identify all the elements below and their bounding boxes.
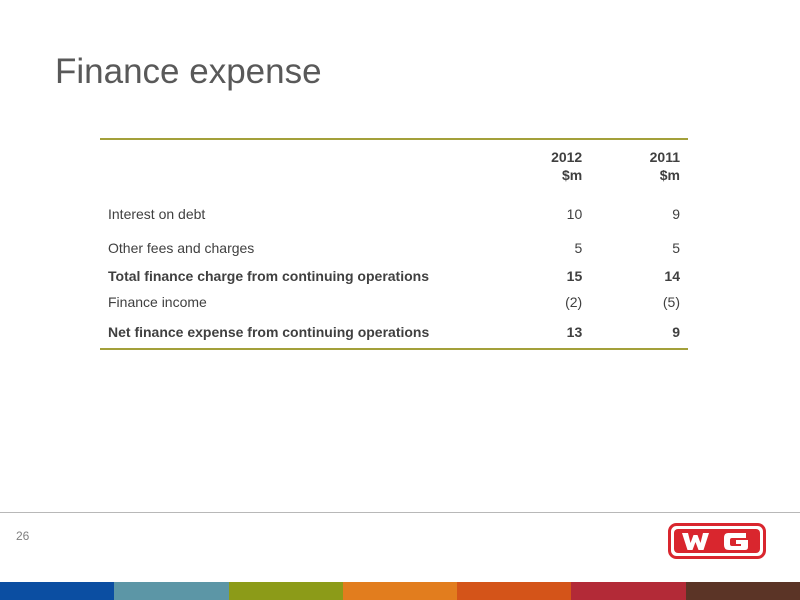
stripe-segment	[114, 582, 229, 600]
table-row-total: Total finance charge from continuing ope…	[100, 266, 688, 292]
value-2011: (5)	[662, 294, 680, 310]
stripe-segment	[228, 582, 343, 600]
value-2011: 5	[672, 240, 680, 256]
value-2012: 15	[566, 268, 583, 284]
table-row: Interest on debt 10 9	[100, 198, 688, 230]
color-stripe-footer	[0, 582, 800, 600]
table-row: Finance income (2) (5)	[100, 292, 688, 322]
table-header-row: 2012 $m 2011 $m	[100, 139, 688, 198]
value-2011: 9	[672, 206, 680, 222]
slide-title: Finance expense	[55, 52, 322, 91]
stripe-segment	[571, 582, 686, 600]
row-label: Total finance charge from continuing ope…	[108, 268, 429, 284]
row-label: Finance income	[108, 294, 207, 310]
company-logo	[668, 523, 766, 559]
table-row: Other fees and charges 5 5	[100, 230, 688, 266]
value-2011: 14	[664, 268, 680, 284]
stripe-segment	[685, 582, 800, 600]
table-row-net: Net finance expense from continuing oper…	[100, 322, 688, 349]
value-2012: 13	[566, 324, 583, 340]
value-2012: 5	[574, 240, 583, 256]
value-2011: 9	[672, 324, 680, 340]
stripe-segment	[0, 582, 115, 600]
page-number: 26	[16, 529, 30, 543]
row-label: Interest on debt	[108, 206, 206, 222]
value-2012: 10	[566, 206, 583, 222]
stripe-segment	[457, 582, 572, 600]
stripe-segment	[342, 582, 458, 600]
header-2012-text: 2012 $m	[551, 149, 583, 183]
value-2012: (2)	[565, 294, 583, 310]
finance-table: 2012 $m 2011 $m Interest on debt 10 9 Ot…	[100, 138, 688, 350]
footer-divider	[0, 512, 800, 513]
row-label: Net finance expense from continuing oper…	[108, 324, 430, 340]
row-label: Other fees and charges	[108, 240, 255, 256]
header-2011: 2011 $m	[590, 139, 688, 198]
header-label	[100, 139, 490, 198]
header-2012: 2012 $m	[490, 139, 591, 198]
header-2011-text: 2011 $m	[649, 149, 680, 183]
